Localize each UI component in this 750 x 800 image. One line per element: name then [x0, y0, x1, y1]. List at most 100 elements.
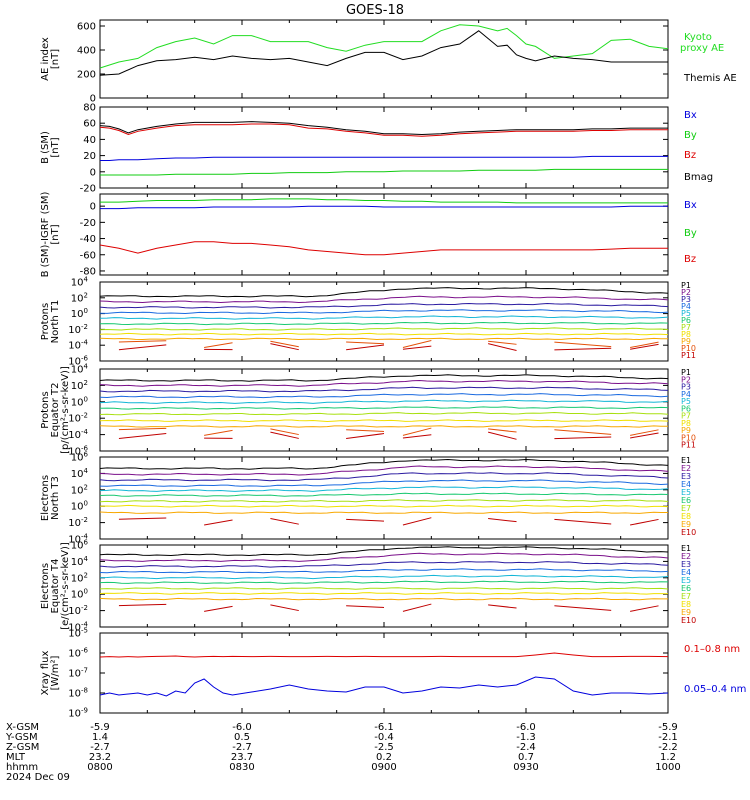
series-e10-segment [270, 518, 299, 525]
series-p2 [99, 379, 669, 387]
y-tick-label: 10-6 [68, 445, 88, 458]
legend-e3: E3 [681, 472, 691, 481]
series-p11-segment [118, 344, 167, 351]
series-p10-segment [488, 340, 517, 345]
y-axis-label: B (SM)-IGRF (SM) [40, 192, 51, 278]
y-axis-label: [e/(cm²-s-sr-keV)] [60, 542, 71, 630]
legend-e6: E6 [681, 584, 691, 593]
series-p10-segment [204, 429, 233, 436]
series-p8 [99, 419, 669, 423]
y-tick-label: 102 [71, 483, 88, 496]
series-e2 [99, 465, 669, 476]
series-p11-segment [270, 343, 299, 351]
panel-protons-t1: Protons North T1 10-6 10-4 10-2 100 102 104 P1P2… [40, 276, 696, 368]
legend-p9: P9 [681, 426, 691, 435]
series-bx [100, 205, 668, 210]
legend-e9: E9 [681, 520, 691, 529]
series-e6 [99, 580, 669, 584]
y-tick-label: 0 [90, 94, 96, 105]
series-e10-segment [346, 518, 385, 522]
y-tick-label: 10-2 [68, 412, 88, 425]
ephemeris-value: -0.4 [374, 732, 394, 743]
y-axis-label: North T1 [50, 300, 61, 344]
panel-b-minus-igrf: B (SM)-IGRF (SM) [nT] -80 -60 -40 -20 0 Bx By Bz [40, 192, 697, 278]
series-e10-segment [554, 605, 612, 611]
series-p10-segment [402, 339, 432, 349]
y-tick-label: 60 [83, 119, 96, 130]
series-p10-segment [554, 429, 612, 435]
y-axis-label: Protons [40, 391, 51, 428]
legend-p8: P8 [681, 419, 691, 428]
y-axis-label: North T3 [50, 476, 61, 520]
y-axis-label: [nT] [50, 49, 61, 69]
ephemeris-value: -2.1 [658, 732, 678, 743]
y-axis-label: Electrons [40, 563, 51, 609]
series-p11-segment [488, 431, 517, 440]
y-tick-label: 200 [77, 70, 96, 81]
y-axis-label: AE index [40, 37, 51, 81]
series-xray-short [99, 676, 669, 697]
legend-e8: E8 [681, 600, 691, 609]
ephemeris-value: 0.5 [234, 732, 250, 743]
y-tick-label: 104 [71, 363, 89, 376]
panel-frame [99, 544, 669, 628]
series-p10-segment [204, 342, 233, 349]
series-p7 [99, 411, 669, 416]
ephemeris-value: -2.7 [90, 742, 110, 753]
legend-p1: P1 [681, 281, 691, 290]
legend-p4: P4 [681, 302, 691, 311]
series-e8 [99, 592, 669, 595]
series-p10-segment [630, 341, 659, 349]
ephemeris-value: 1.2 [660, 752, 676, 763]
y-tick-label: 10-4 [68, 428, 88, 441]
ephemeris-value: -6.0 [232, 722, 252, 733]
series-bx [100, 155, 668, 161]
y-axis-label: Equator T4 [50, 559, 61, 614]
series-p10-segment [630, 429, 659, 436]
ephemeris-value: -2.5 [374, 742, 394, 753]
series-e10-segment [630, 605, 659, 612]
y-tick-label: 106 [71, 451, 89, 464]
series-e3 [99, 561, 669, 568]
legend-e2: E2 [681, 552, 691, 561]
legend-e3: E3 [681, 560, 691, 569]
legend-e7: E7 [681, 592, 691, 601]
series-e8 [99, 504, 669, 508]
legend-bz: Bz [684, 254, 696, 265]
series-e10-segment [630, 518, 659, 526]
panel-electrons-t4: Electrons Equator T4 [e/(cm²-s-sr-keV)]10-… [40, 539, 696, 634]
series-p7 [99, 327, 669, 331]
ephemeris-row-label: Z-GSM [6, 742, 39, 753]
y-tick-label: 100 [71, 500, 88, 513]
y-axis-label: [nT] [50, 224, 61, 244]
series-e9 [99, 597, 668, 601]
legend-p6: P6 [681, 404, 691, 413]
legend-p11: P11 [681, 351, 696, 360]
series-p6 [99, 406, 669, 410]
ephemeris-footer: X-GSM -5.9 -6.0 -6.1 -6.0 -5.9 Y-GSM 1.4 0.5 -0.4… [5, 722, 681, 783]
series-p9 [99, 337, 668, 341]
y-tick-label: 0 [90, 202, 96, 213]
legend-by: By [684, 228, 697, 239]
legend-e10: E10 [681, 616, 696, 625]
y-axis-label: Electrons [40, 475, 51, 521]
series-e7 [99, 499, 669, 503]
y-axis-label: Xray flux [40, 651, 51, 696]
ephemeris-value: -2.7 [232, 742, 252, 753]
y-axis-label: Equator T2 [50, 383, 61, 438]
ephemeris-value: -5.9 [658, 722, 678, 733]
ephemeris-value: -5.9 [90, 722, 110, 733]
series-bz [99, 241, 668, 256]
y-tick-label: -20 [80, 184, 96, 195]
legend-bx: Bx [684, 110, 697, 121]
series-p9 [99, 425, 668, 428]
series-e4 [99, 479, 669, 487]
legend-p10: P10 [681, 344, 696, 353]
legend-p8: P8 [681, 330, 691, 339]
series-e5 [99, 574, 669, 580]
y-tick-label: 10-4 [68, 621, 88, 634]
ephemeris-value: 0.2 [376, 752, 392, 763]
legend-p3: P3 [681, 383, 691, 392]
y-tick-label: 102 [71, 379, 88, 392]
